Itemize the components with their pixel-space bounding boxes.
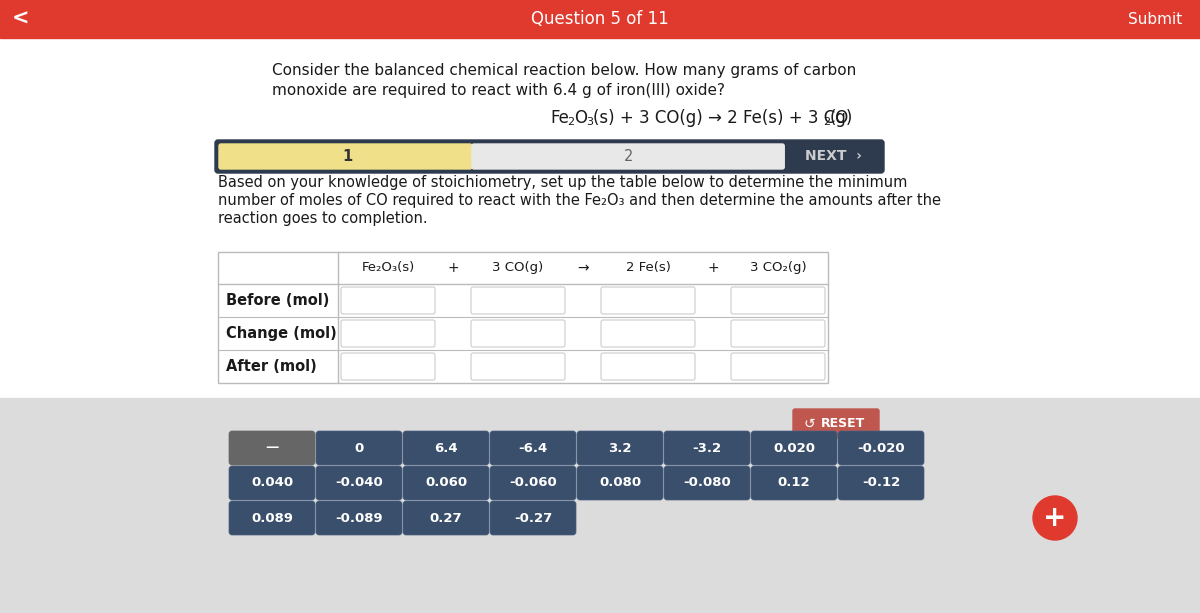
FancyBboxPatch shape [731, 353, 826, 380]
Text: +: + [448, 261, 458, 275]
Text: —: — [265, 441, 278, 454]
FancyBboxPatch shape [316, 431, 402, 465]
Bar [0, 398, 1200, 613]
Bar [218, 252, 828, 383]
Text: -0.080: -0.080 [683, 476, 731, 490]
Text: monoxide are required to react with 6.4 g of iron(III) oxide?: monoxide are required to react with 6.4 … [272, 83, 725, 97]
FancyBboxPatch shape [577, 431, 662, 465]
Text: 0.080: 0.080 [599, 476, 641, 490]
Text: Question 5 of 11: Question 5 of 11 [532, 10, 668, 28]
Text: RESET: RESET [821, 417, 865, 430]
FancyBboxPatch shape [751, 431, 838, 465]
Text: -0.040: -0.040 [335, 476, 383, 490]
Text: 6.4: 6.4 [434, 441, 458, 454]
FancyBboxPatch shape [229, 431, 314, 465]
FancyBboxPatch shape [601, 287, 695, 314]
FancyBboxPatch shape [793, 409, 878, 438]
FancyBboxPatch shape [341, 353, 436, 380]
Text: Change (mol): Change (mol) [226, 326, 337, 341]
FancyBboxPatch shape [470, 320, 565, 347]
Text: Fe: Fe [550, 109, 569, 127]
Text: 3 CO(g): 3 CO(g) [492, 262, 544, 275]
Text: 2: 2 [823, 117, 830, 127]
FancyBboxPatch shape [220, 144, 472, 169]
Circle shape [1033, 496, 1078, 540]
Text: 0.040: 0.040 [251, 476, 293, 490]
Text: 2: 2 [624, 149, 632, 164]
FancyBboxPatch shape [490, 431, 576, 465]
Text: -6.4: -6.4 [518, 441, 547, 454]
Text: Based on your knowledge of stoichiometry, set up the table below to determine th: Based on your knowledge of stoichiometry… [218, 175, 907, 189]
FancyBboxPatch shape [577, 466, 662, 500]
Text: 0.060: 0.060 [425, 476, 467, 490]
FancyBboxPatch shape [215, 140, 884, 173]
FancyBboxPatch shape [316, 466, 402, 500]
FancyBboxPatch shape [490, 501, 576, 535]
Text: -0.27: -0.27 [514, 511, 552, 525]
FancyBboxPatch shape [664, 466, 750, 500]
FancyBboxPatch shape [731, 287, 826, 314]
Bar [0, 0, 1200, 38]
Text: O: O [574, 109, 587, 127]
FancyBboxPatch shape [403, 466, 490, 500]
Text: Submit: Submit [1128, 12, 1182, 26]
Text: number of moles of CO required to react with the Fe₂O₃ and then determine the am: number of moles of CO required to react … [218, 192, 941, 207]
FancyBboxPatch shape [731, 320, 826, 347]
Text: 1: 1 [342, 149, 352, 164]
Text: Fe₂O₃(s): Fe₂O₃(s) [361, 262, 415, 275]
FancyBboxPatch shape [403, 431, 490, 465]
Text: (s) + 3 CO(g) → 2 Fe(s) + 3 CO: (s) + 3 CO(g) → 2 Fe(s) + 3 CO [593, 109, 848, 127]
FancyBboxPatch shape [341, 287, 436, 314]
Text: -0.089: -0.089 [335, 511, 383, 525]
Text: 0.020: 0.020 [773, 441, 815, 454]
Text: 3.2: 3.2 [608, 441, 631, 454]
FancyBboxPatch shape [229, 466, 314, 500]
Text: 3 CO₂(g): 3 CO₂(g) [750, 262, 806, 275]
FancyBboxPatch shape [838, 431, 924, 465]
Text: 2 Fe(s): 2 Fe(s) [625, 262, 671, 275]
FancyBboxPatch shape [601, 353, 695, 380]
Text: Consider the balanced chemical reaction below. How many grams of carbon: Consider the balanced chemical reaction … [272, 63, 857, 77]
Text: (g): (g) [830, 109, 853, 127]
Text: +: + [707, 261, 719, 275]
FancyBboxPatch shape [601, 320, 695, 347]
Text: -0.12: -0.12 [862, 476, 900, 490]
FancyBboxPatch shape [229, 501, 314, 535]
FancyBboxPatch shape [403, 501, 490, 535]
FancyBboxPatch shape [751, 466, 838, 500]
Text: -0.020: -0.020 [857, 441, 905, 454]
Text: 0.12: 0.12 [778, 476, 810, 490]
FancyBboxPatch shape [664, 431, 750, 465]
Text: 0.089: 0.089 [251, 511, 293, 525]
Text: NEXT  ›: NEXT › [805, 150, 862, 164]
Text: <: < [11, 9, 29, 29]
FancyBboxPatch shape [490, 466, 576, 500]
Text: 2: 2 [568, 117, 574, 127]
Text: Before (mol): Before (mol) [226, 293, 329, 308]
Text: ↺: ↺ [803, 416, 815, 430]
FancyBboxPatch shape [838, 466, 924, 500]
FancyBboxPatch shape [472, 144, 785, 169]
Text: reaction goes to completion.: reaction goes to completion. [218, 210, 427, 226]
FancyBboxPatch shape [470, 287, 565, 314]
FancyBboxPatch shape [341, 320, 436, 347]
Text: →: → [577, 261, 589, 275]
Text: 0.27: 0.27 [430, 511, 462, 525]
Bar [0, 38, 1200, 428]
FancyBboxPatch shape [316, 501, 402, 535]
Text: -0.060: -0.060 [509, 476, 557, 490]
Text: 3: 3 [586, 117, 593, 127]
Text: +: + [1043, 504, 1067, 532]
FancyBboxPatch shape [470, 353, 565, 380]
Text: -3.2: -3.2 [692, 441, 721, 454]
Text: After (mol): After (mol) [226, 359, 317, 374]
Text: 0: 0 [354, 441, 364, 454]
